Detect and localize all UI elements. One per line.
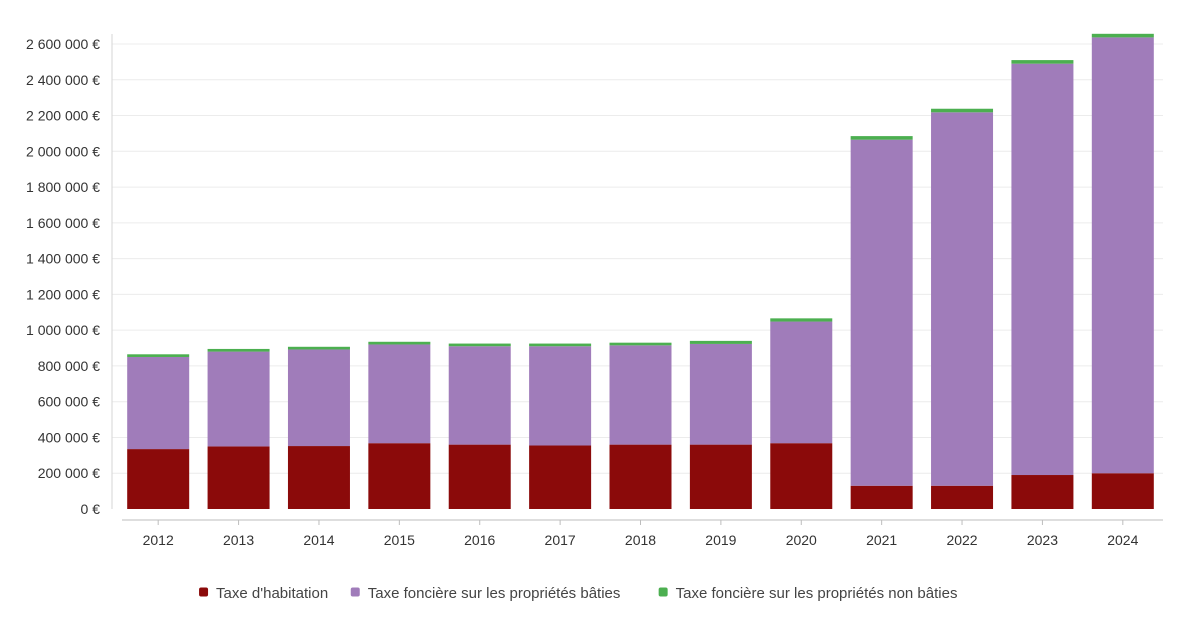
y-tick-label: 600 000 € <box>38 394 100 410</box>
y-tick-label: 1 000 000 € <box>26 322 100 338</box>
bar-2021-series-2 <box>850 139 913 486</box>
bar-2022-series-1 <box>931 485 994 509</box>
bar-2020-series-1 <box>770 443 833 509</box>
bar-2012-series-3 <box>127 354 190 357</box>
x-tick-label: 2014 <box>303 532 334 548</box>
x-tick-label: 2020 <box>786 532 817 548</box>
y-tick-label: 400 000 € <box>38 429 100 445</box>
bar-2013-series-2 <box>207 351 270 447</box>
bar-2020-series-2 <box>770 321 833 444</box>
bar-2014-series-2 <box>287 349 350 447</box>
x-tick-label: 2016 <box>464 532 495 548</box>
bar-2021-series-1 <box>850 485 913 509</box>
y-tick-label: 1 600 000 € <box>26 215 100 231</box>
bar-2023-series-3 <box>1011 60 1074 64</box>
x-tick-label: 2015 <box>384 532 415 548</box>
bar-2019-series-3 <box>689 340 752 344</box>
bar-2023-series-1 <box>1011 475 1074 509</box>
bar-2018-series-1 <box>609 444 672 509</box>
legend-label: Taxe d'habitation <box>216 585 328 602</box>
legend-item-1: Taxe d'habitation <box>199 585 328 602</box>
bar-2014-series-1 <box>287 446 350 509</box>
bar-2021-series-3 <box>850 136 913 140</box>
bar-2017-series-3 <box>529 343 592 347</box>
y-tick-label: 1 400 000 € <box>26 251 100 267</box>
legend-swatch <box>199 587 209 597</box>
bar-2016-series-3 <box>448 343 511 347</box>
legend-swatch <box>350 587 360 597</box>
x-tick-label: 2012 <box>143 532 174 548</box>
bar-2017-series-1 <box>529 445 592 509</box>
legend: Taxe d'habitation Taxe foncière sur les p… <box>199 585 957 602</box>
legend-label: Taxe foncière sur les propriétés bâties <box>368 585 621 602</box>
axes: 0 € 200 000 € 400 000 € 600 000 € 800 000 € 1… <box>26 34 1163 548</box>
bars <box>127 33 1154 509</box>
x-tick-label: 2022 <box>946 532 977 548</box>
bar-2023-series-2 <box>1011 63 1074 476</box>
bar-2022-series-2 <box>931 112 994 486</box>
bar-2015-series-1 <box>368 443 431 509</box>
bar-2022-series-3 <box>931 108 994 113</box>
bar-2024-series-1 <box>1091 473 1154 509</box>
legend-swatch <box>658 587 668 597</box>
bar-2013-series-3 <box>207 348 270 352</box>
bar-2012-series-2 <box>127 356 190 450</box>
bar-2015-series-3 <box>368 341 431 345</box>
y-tick-label: 2 200 000 € <box>26 108 100 124</box>
x-tick-label: 2024 <box>1107 532 1138 548</box>
y-tick-label: 1 200 000 € <box>26 286 100 302</box>
bar-2018-series-3 <box>609 342 672 346</box>
x-tick-label: 2018 <box>625 532 656 548</box>
x-tick-label: 2023 <box>1027 532 1058 548</box>
y-tick-label: 2 400 000 € <box>26 72 100 88</box>
bar-2012-series-1 <box>127 449 190 509</box>
bar-2016-series-1 <box>448 444 511 509</box>
y-tick-label: 800 000 € <box>38 358 100 374</box>
x-tick-label: 2013 <box>223 532 254 548</box>
y-tick-label: 1 800 000 € <box>26 179 100 195</box>
bar-2014-series-3 <box>287 346 350 350</box>
legend-item-2: Taxe foncière sur les propriétés bâties <box>350 585 621 602</box>
y-tick-label: 2 600 000 € <box>26 36 100 52</box>
x-tick-label: 2017 <box>545 532 576 548</box>
y-tick-label: 0 € <box>81 501 101 517</box>
bar-2024-series-2 <box>1091 37 1154 474</box>
legend-item-3: Taxe foncière sur les propriétés non bât… <box>658 585 958 602</box>
y-tick-label: 200 000 € <box>38 465 100 481</box>
bar-2018-series-2 <box>609 345 672 445</box>
bar-2015-series-2 <box>368 344 431 444</box>
bar-2020-series-3 <box>770 318 833 322</box>
y-tick-label: 2 000 000 € <box>26 143 100 159</box>
bar-2024-series-3 <box>1091 33 1154 38</box>
legend-label: Taxe foncière sur les propriétés non bât… <box>676 585 958 602</box>
x-tick-label: 2019 <box>705 532 736 548</box>
bar-2017-series-2 <box>529 346 592 446</box>
bar-2016-series-2 <box>448 346 511 445</box>
bar-2019-series-2 <box>689 343 752 445</box>
x-tick-label: 2021 <box>866 532 897 548</box>
bar-2019-series-1 <box>689 444 752 509</box>
bar-2013-series-1 <box>207 446 270 509</box>
